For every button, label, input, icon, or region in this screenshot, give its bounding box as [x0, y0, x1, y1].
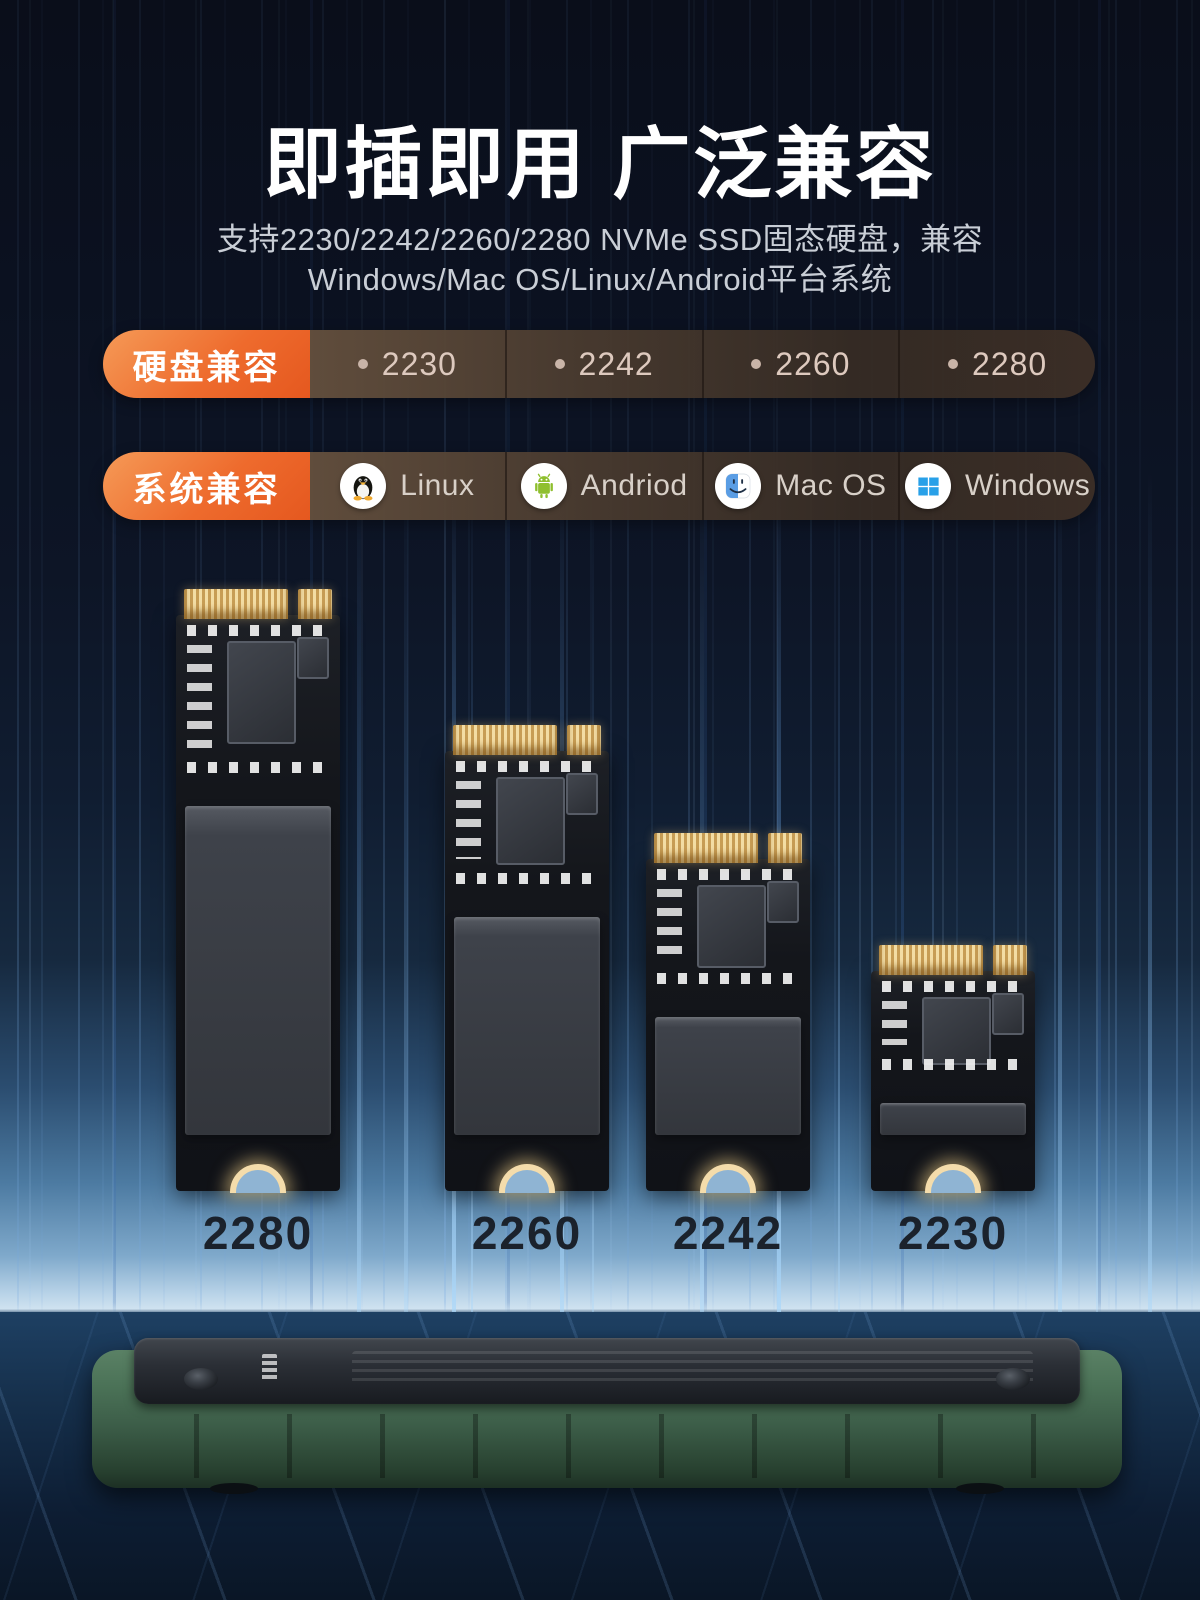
mounting-notch [700, 1164, 756, 1193]
light-beam [1096, 470, 1098, 1315]
bullet-dot-icon [357, 359, 368, 369]
ssd-size-label: 2260 [471, 1207, 583, 1259]
ssd-heatsink-label [655, 1017, 801, 1135]
mounting-notch [230, 1164, 286, 1193]
android-robot-icon [520, 463, 567, 509]
mounting-notch [499, 1164, 555, 1193]
disk-compatibility-bar: 硬盘兼容 2230 2242 2260 2280 [103, 330, 1095, 398]
system-compatibility-bar: 系统兼容 Linux [103, 452, 1095, 520]
os-item-android: Andriod [504, 452, 702, 520]
mounting-notch [925, 1164, 981, 1193]
screw-icon [184, 1368, 218, 1390]
rubber-foot [210, 1483, 258, 1494]
disk-size-value: 2260 [775, 345, 851, 382]
disk-size-item: 2242 [504, 330, 702, 398]
heat-grooves [351, 1351, 1033, 1385]
system-compatibility-label: 系统兼容 [103, 452, 310, 520]
ssd-board [646, 833, 810, 1193]
bullet-dot-icon [751, 359, 762, 369]
ssd-board [445, 725, 609, 1193]
disk-size-item: 2280 [898, 330, 1095, 398]
page-title: 即插即用 广泛兼容 [263, 120, 937, 208]
os-item-macos: Mac OS [701, 452, 899, 520]
component-chip [991, 993, 1024, 1035]
bullet-dot-icon [554, 359, 565, 369]
metal-top-plate [134, 1338, 1080, 1404]
ssd-size-label: 2242 [672, 1207, 784, 1259]
ssd-2230: 2230 [871, 945, 1035, 1259]
windows-logo-icon [905, 463, 952, 509]
subtitle-line-1: 支持2230/2242/2260/2280 NVMe SSD固态硬盘，兼容 [216, 222, 984, 257]
os-item-linux: Linux [310, 452, 505, 520]
light-beam [838, 470, 840, 1315]
disk-size-value: 2280 [972, 345, 1048, 382]
light-beam [404, 470, 408, 1315]
os-name: Windows [965, 469, 1091, 502]
system-compatibility-items: Linux Andriod [310, 452, 1095, 520]
controller-chip [696, 885, 767, 969]
ssd-heatsink-label [185, 806, 331, 1135]
os-name: Andriod [580, 469, 688, 502]
ssd-size-label: 2280 [202, 1207, 314, 1259]
os-name: Linux [400, 469, 475, 502]
ssd-2260: 2260 [445, 725, 609, 1259]
light-beam [1058, 470, 1062, 1315]
bullet-dot-icon [948, 359, 959, 369]
disk-size-item: 2230 [310, 330, 505, 398]
controller-chip [495, 777, 566, 865]
rubber-foot [956, 1483, 1004, 1494]
ssd-pcb [445, 751, 609, 1193]
gold-connector [879, 945, 1027, 975]
subtitle-line-2: Windows/Mac OS/Linux/Android平台系统 [307, 262, 893, 297]
gold-connector [184, 589, 332, 619]
light-beam [1148, 470, 1152, 1315]
ssd-board [871, 945, 1035, 1193]
disk-compatibility-label: 硬盘兼容 [103, 330, 310, 398]
linux-penguin-icon [340, 463, 387, 509]
disk-size-value: 2242 [578, 345, 654, 382]
component-chip [565, 773, 598, 815]
os-name: Mac OS [775, 469, 887, 502]
light-beam [357, 470, 361, 1315]
ssd-board [176, 589, 340, 1193]
ssd-pcb [176, 615, 340, 1193]
mac-finder-icon [715, 463, 762, 509]
ssd-size-label: 2230 [897, 1207, 1009, 1259]
ssd-pcb [871, 971, 1035, 1193]
ssd-2280: 2280 [176, 589, 340, 1259]
brand-mark [262, 1354, 277, 1382]
bumper-ribs [106, 1414, 1108, 1478]
disk-size-value: 2230 [381, 345, 457, 382]
disk-compatibility-items: 2230 2242 2260 2280 [310, 330, 1095, 398]
ssd-pcb [646, 859, 810, 1193]
gold-connector [654, 833, 802, 863]
ssd-heatsink-label [454, 917, 600, 1135]
ssd-2242: 2242 [646, 833, 810, 1259]
screw-icon [996, 1368, 1030, 1390]
os-item-windows: Windows [898, 452, 1095, 520]
controller-chip [226, 641, 297, 744]
gold-connector [453, 725, 601, 755]
component-chip [766, 881, 799, 923]
ssd-heatsink-label [880, 1103, 1026, 1135]
ssd-enclosure-product [92, 1338, 1122, 1494]
disk-size-item: 2260 [701, 330, 899, 398]
controller-chip [921, 997, 992, 1065]
component-chip [296, 637, 329, 679]
